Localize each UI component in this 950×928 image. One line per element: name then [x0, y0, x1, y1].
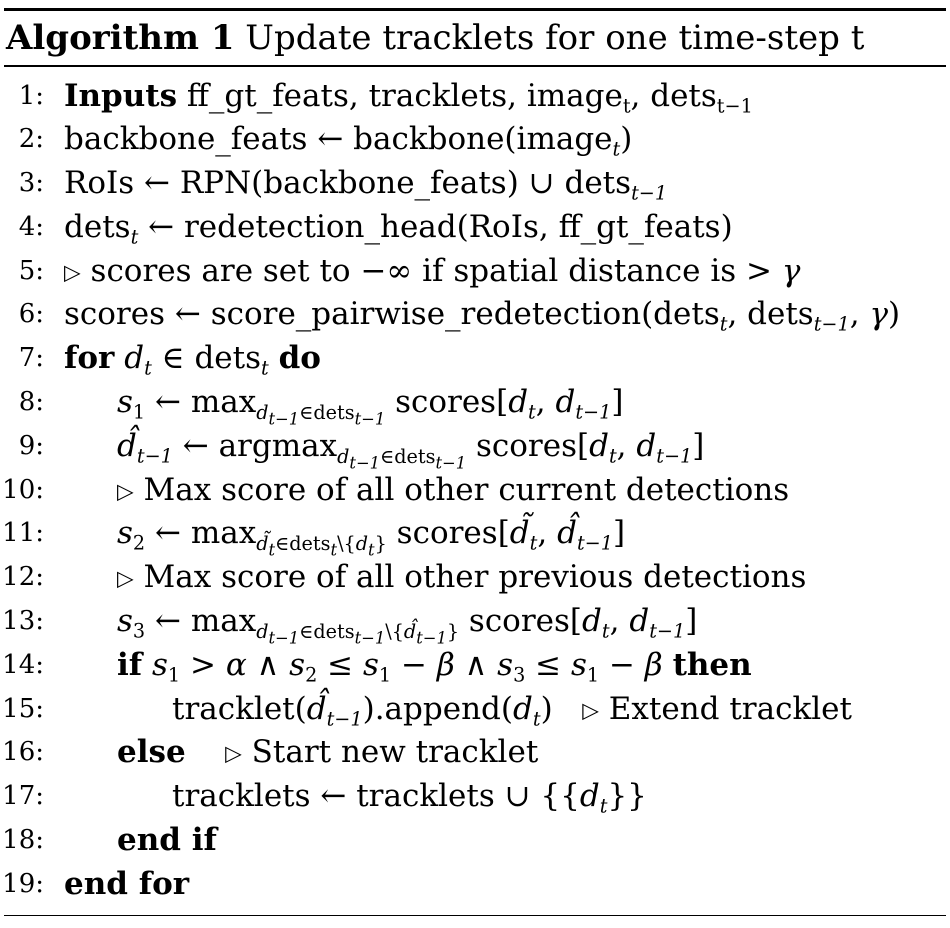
line-number: 5:	[18, 255, 44, 286]
line-code: RoIs ← RPN(backbone_feats) ∪ detst−1	[64, 165, 668, 205]
algorithm-line: 19: end for	[2, 863, 946, 907]
line-number: 10:	[2, 474, 44, 505]
line-number: 15:	[2, 693, 44, 724]
line-code: Inputs ff_gt_feats, tracklets, imaget, d…	[64, 77, 753, 118]
line-code: tracklets ← tracklets ∪ {{dt}}	[172, 778, 647, 818]
line-number: 2:	[18, 124, 44, 155]
algorithm-caption: Algorithm 1 Update tracklets for one tim…	[4, 11, 946, 65]
algorithm-line: 17: tracklets ← tracklets ∪ {{dt}}	[2, 775, 946, 819]
top-rule	[4, 8, 946, 11]
algorithm-lines: 1: Inputs ff_gt_feats, tracklets, imaget,…	[2, 67, 946, 907]
line-code: for dt ∈ detst do	[64, 340, 321, 380]
algorithm-line: 12: ▷ Max score of all other previous det…	[2, 556, 946, 600]
algorithm-line: 2: backbone_feats ← backbone(imaget)	[4, 118, 946, 162]
bottom-rule	[4, 914, 946, 917]
line-code: ▷ scores are set to −∞ if spatial distan…	[64, 252, 801, 289]
line-number: 7:	[18, 343, 44, 374]
line-code: end if	[117, 822, 217, 859]
line-code: ▷ Max score of all other current detecti…	[117, 471, 790, 508]
algorithm-line: 7: for dt ∈ detst do	[4, 337, 946, 381]
algorithm-label: Algorithm 1	[6, 18, 235, 58]
algorithm-line: 8: s1 ← maxdt−1∈detst−1 scores[dt, dt−1]	[4, 381, 946, 429]
algorithm-block: Algorithm 1 Update tracklets for one tim…	[2, 8, 946, 917]
line-code: detst ← redetection_head(RoIs, ff_gt_fea…	[64, 208, 733, 249]
line-code: tracklet(d̂t−1).append(dt) ▷ Extend trac…	[172, 690, 852, 731]
algorithm-line: 18: end if	[2, 819, 946, 863]
algorithm-line: 6: scores ← score_pairwise_redetection(de…	[4, 293, 946, 337]
line-number: 9:	[18, 430, 44, 461]
algorithm-line: 13: s3 ← maxdt−1∈detst−1\{d̂t−1} scores[d…	[2, 600, 946, 648]
algorithm-line: 4: detst ← redetection_head(RoIs, ff_gt_f…	[4, 206, 946, 250]
algorithm-line: 9: d̂t−1 ← argmaxdt−1∈detst−1 scores[dt, …	[4, 425, 946, 473]
algorithm-line: 1: Inputs ff_gt_feats, tracklets, imaget,…	[4, 75, 946, 119]
line-number: 4:	[18, 211, 44, 242]
line-code: else ▷ Start new tracklet	[117, 734, 539, 771]
algorithm-line: 16: else ▷ Start new tracklet	[2, 731, 946, 775]
line-number: 8:	[18, 387, 44, 418]
line-number: 19:	[2, 868, 44, 899]
caption-rule	[4, 65, 946, 67]
line-number: 3:	[18, 168, 44, 199]
line-number: 14:	[2, 649, 44, 680]
line-code: s2 ← maxd̃t∈detst\{dt} scores[d̃t, d̂t−1…	[117, 515, 626, 560]
line-code: s3 ← maxdt−1∈detst−1\{d̂t−1} scores[dt, …	[117, 603, 698, 648]
line-code: if s1 > α ∧ s2 ≤ s1 − β ∧ s3 ≤ s1 − β th…	[117, 646, 752, 687]
algorithm-title: Update tracklets for one time-step t	[245, 18, 865, 58]
line-code: ▷ Max score of all other previous detect…	[117, 559, 807, 596]
line-code: s1 ← maxdt−1∈detst−1 scores[dt, dt−1]	[117, 384, 624, 429]
algorithm-line: 14: if s1 > α ∧ s2 ≤ s1 − β ∧ s3 ≤ s1 − β…	[2, 644, 946, 688]
line-number: 18:	[2, 825, 44, 856]
line-code: backbone_feats ← backbone(imaget)	[64, 121, 633, 162]
line-number: 17:	[2, 781, 44, 812]
line-code: end for	[64, 865, 190, 902]
line-number: 1:	[18, 80, 44, 111]
algorithm-line: 15: tracklet(d̂t−1).append(dt) ▷ Extend t…	[2, 688, 946, 732]
line-number: 12:	[2, 562, 44, 593]
algorithm-line: 10: ▷ Max score of all other current dete…	[2, 469, 946, 513]
line-number: 13:	[2, 606, 44, 637]
line-number: 6:	[18, 299, 44, 330]
line-code: d̂t−1 ← argmaxdt−1∈detst−1 scores[dt, dt…	[117, 427, 705, 473]
algorithm-line: 11: s2 ← maxd̃t∈detst\{dt} scores[d̃t, d̂…	[2, 512, 946, 560]
line-number: 16:	[2, 737, 44, 768]
line-code: scores ← score_pairwise_redetection(dets…	[64, 296, 901, 337]
line-number: 11:	[2, 518, 44, 549]
algorithm-line: 3: RoIs ← RPN(backbone_feats) ∪ detst−1	[4, 162, 946, 206]
algorithm-line: 5: ▷ scores are set to −∞ if spatial dist…	[4, 250, 946, 294]
